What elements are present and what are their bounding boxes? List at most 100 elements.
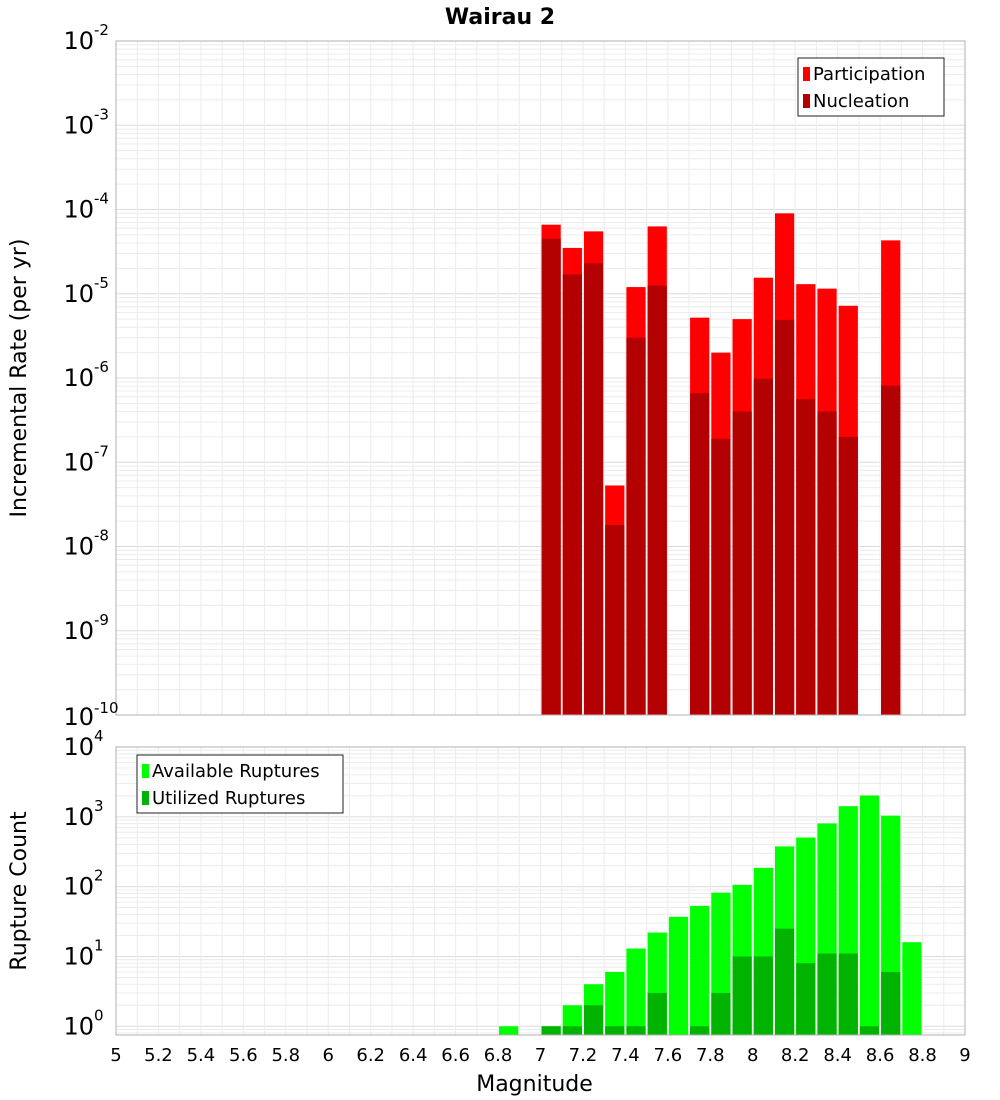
bars bbox=[499, 795, 922, 1035]
bar-nucleation bbox=[626, 337, 646, 715]
bar-nucleation bbox=[796, 399, 816, 715]
x-tick-label: 5.8 bbox=[271, 1045, 300, 1066]
x-tick-label: 6.8 bbox=[484, 1045, 513, 1066]
x-tick-label: 9 bbox=[959, 1045, 970, 1066]
y-tick-base: 10 bbox=[63, 448, 94, 476]
bar-available-ruptures bbox=[668, 916, 689, 1035]
x-tick-label: 8.2 bbox=[781, 1045, 810, 1066]
bar-nucleation bbox=[647, 285, 667, 715]
x-tick-label: 7.2 bbox=[569, 1045, 598, 1066]
x-tick-label: 8.6 bbox=[866, 1045, 895, 1066]
x-tick-label: 6.6 bbox=[441, 1045, 470, 1066]
bar-nucleation bbox=[562, 274, 582, 715]
bar-nucleation bbox=[774, 319, 795, 715]
bar-nucleation bbox=[690, 393, 710, 715]
y-tick-base: 10 bbox=[63, 364, 94, 392]
legend-swatch bbox=[142, 791, 149, 805]
y-tick-exp: -9 bbox=[94, 611, 109, 629]
bar-nucleation bbox=[732, 411, 752, 715]
bar-utilized-ruptures bbox=[541, 1026, 561, 1035]
bar-nucleation bbox=[541, 238, 561, 715]
legend-label: Nucleation bbox=[813, 91, 909, 112]
y-tick-base: 10 bbox=[63, 942, 94, 970]
legend-label: Available Ruptures bbox=[152, 761, 320, 782]
bar-utilized-ruptures bbox=[796, 963, 816, 1035]
y-tick-exp: -5 bbox=[94, 274, 109, 292]
x-tick-label: 5 bbox=[110, 1045, 121, 1066]
y-tick-label: 10 -3 bbox=[63, 105, 109, 139]
bar-nucleation bbox=[838, 436, 858, 715]
bar-utilized-ruptures bbox=[647, 992, 667, 1035]
y-tick-label: 10 0 bbox=[63, 1006, 103, 1040]
x-tick-label: 7 bbox=[535, 1045, 546, 1066]
x-tick-label: 5.4 bbox=[187, 1045, 216, 1066]
legend-box bbox=[136, 754, 344, 814]
y-tick-base: 10 bbox=[63, 280, 94, 308]
y-tick-exp: 3 bbox=[94, 797, 104, 815]
y-tick-base: 10 bbox=[63, 533, 94, 561]
legend: Available Ruptures Utilized Ruptures bbox=[136, 754, 344, 814]
x-tick-label: 6.2 bbox=[356, 1045, 385, 1066]
x-tick-label: 7.6 bbox=[654, 1045, 683, 1066]
bar-nucleation bbox=[583, 263, 604, 715]
y-tick-base: 10 bbox=[63, 803, 94, 831]
plot-frame bbox=[115, 40, 966, 716]
y-tick-base: 10 bbox=[63, 27, 94, 55]
bar-utilized-ruptures bbox=[753, 956, 773, 1035]
chart-title: Wairau 2 bbox=[445, 5, 555, 30]
y-tick-base: 10 bbox=[63, 873, 94, 901]
bar-utilized-ruptures bbox=[732, 956, 752, 1035]
bar-utilized-ruptures bbox=[859, 1026, 880, 1035]
x-tick-label: 7.8 bbox=[696, 1045, 725, 1066]
y-tick-exp: -7 bbox=[94, 442, 109, 460]
bar-nucleation bbox=[711, 438, 731, 715]
bar-utilized-ruptures bbox=[817, 953, 837, 1035]
x-tick-label: 5.6 bbox=[229, 1045, 258, 1066]
bars bbox=[541, 213, 901, 715]
x-tick-label: 8.8 bbox=[908, 1045, 937, 1066]
x-tick-label: 6.4 bbox=[399, 1045, 428, 1066]
bar-available-ruptures bbox=[690, 905, 710, 1035]
y-tick-base: 10 bbox=[63, 617, 94, 645]
bar-nucleation bbox=[605, 524, 625, 715]
x-tick-label: 6 bbox=[323, 1045, 334, 1066]
x-ticks: 5 5.2 5.4 5.6 5.8 6 6.2 6.4 6.6 6.8 7 7.2 7.4 7.6 7.8 8… bbox=[110, 1045, 970, 1066]
bar-utilized-ruptures bbox=[690, 1026, 710, 1035]
grid bbox=[115, 41, 966, 716]
plot-frame bbox=[115, 746, 966, 1036]
y-tick-label: 10 -4 bbox=[63, 190, 109, 224]
legend-label: Utilized Ruptures bbox=[152, 788, 305, 809]
y-tick-exp: 4 bbox=[94, 727, 104, 745]
legend-box bbox=[797, 57, 945, 117]
y-tick-exp: -8 bbox=[94, 527, 109, 545]
y-tick-label: 10 3 bbox=[63, 797, 103, 831]
bar-utilized-ruptures bbox=[774, 928, 795, 1035]
bar-nucleation bbox=[753, 378, 773, 715]
bar-utilized-ruptures bbox=[605, 1026, 625, 1035]
y-tick-base: 10 bbox=[63, 1012, 94, 1040]
bar-utilized-ruptures bbox=[583, 1005, 604, 1035]
y-tick-label: 10 1 bbox=[63, 936, 103, 970]
bar-available-ruptures bbox=[626, 948, 646, 1035]
bar-utilized-ruptures bbox=[711, 992, 731, 1035]
y-tick-label: 10 -6 bbox=[63, 358, 109, 392]
x-axis-title: Magnitude bbox=[476, 1072, 593, 1097]
y-tick-exp: -6 bbox=[94, 358, 109, 376]
x-tick-label: 8 bbox=[747, 1045, 758, 1066]
x-tick-label: 5.2 bbox=[144, 1045, 173, 1066]
y-tick-label: 10 -10 bbox=[63, 699, 118, 731]
y-tick-base: 10 bbox=[63, 196, 94, 224]
bar-available-ruptures bbox=[605, 971, 625, 1035]
bar-utilized-ruptures bbox=[881, 971, 901, 1035]
y-tick-exp: 2 bbox=[94, 867, 104, 885]
bar-available-ruptures bbox=[859, 795, 880, 1035]
bar-available-ruptures bbox=[499, 1026, 519, 1035]
legend-swatch bbox=[142, 764, 149, 778]
y-tick-base: 10 bbox=[63, 111, 94, 139]
y-tick-label: 10 -8 bbox=[63, 527, 109, 561]
